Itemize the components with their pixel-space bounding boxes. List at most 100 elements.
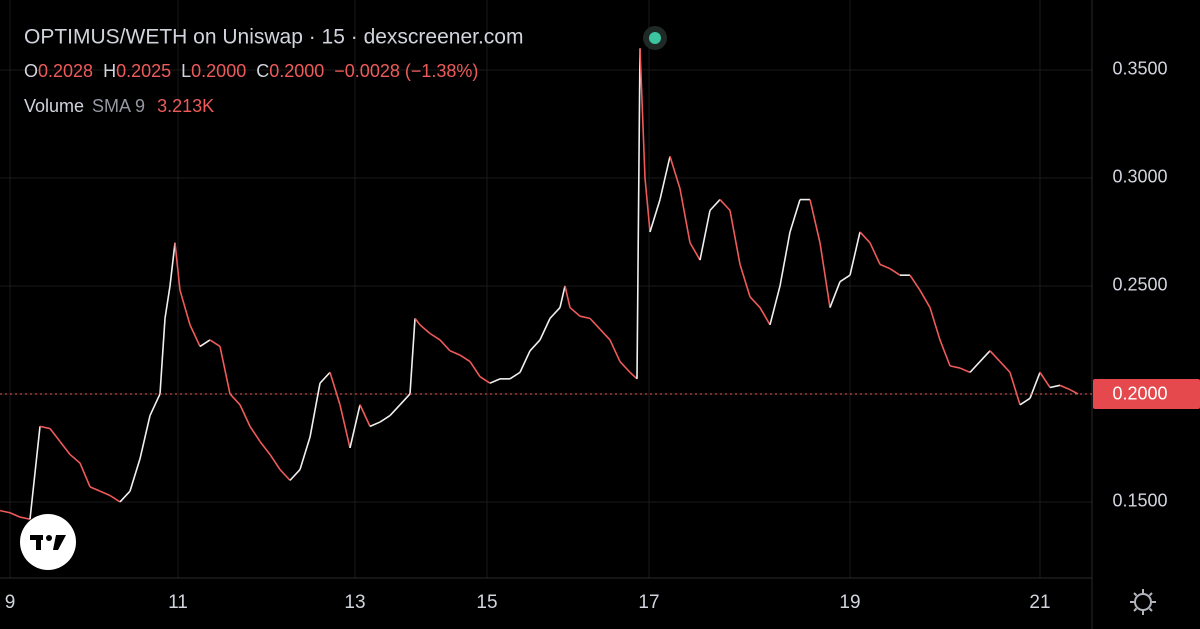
y-tick-label: 0.1500 (1112, 491, 1167, 511)
price-segment (989, 350, 1001, 363)
price-segment (69, 453, 81, 464)
price-segment (359, 404, 371, 427)
ohlc-key: H (103, 61, 116, 81)
price-segment (29, 426, 41, 520)
price-segment (39, 425, 51, 430)
price-segment (849, 231, 861, 276)
indicator-legend: Volume SMA 9 3.213K (24, 96, 214, 116)
price-segment (89, 486, 101, 492)
price-segment (929, 307, 941, 341)
price-segment (759, 307, 771, 326)
x-tick-label: 15 (476, 592, 497, 613)
price-segment (149, 393, 161, 416)
price-segment (609, 339, 621, 362)
price-segment (389, 404, 401, 417)
price-segment (164, 285, 171, 319)
price-segment (564, 285, 571, 308)
price-segment (889, 268, 901, 276)
price-segment (79, 462, 91, 488)
last-price-label: 0.2000 (1112, 384, 1167, 404)
y-tick-label: 0.2500 (1112, 275, 1167, 295)
price-segment (549, 307, 561, 319)
price-segment (409, 318, 416, 395)
price-segment (519, 350, 531, 373)
price-segment (879, 263, 891, 270)
y-tick-label: 0.3500 (1112, 59, 1167, 79)
price-segment (209, 339, 221, 348)
price-segment (979, 350, 991, 363)
price-segment (9, 512, 21, 518)
price-segment (729, 210, 741, 265)
ohlc-key: C (256, 61, 269, 81)
price-segment (0, 509, 11, 514)
ohlc-key: O (24, 61, 38, 81)
x-tick-label: 19 (839, 592, 860, 613)
price-segment (539, 318, 551, 341)
indicator-setting: SMA 9 (92, 96, 145, 116)
price-segment (829, 281, 841, 308)
price-segment (189, 324, 201, 347)
price-segment (319, 371, 331, 384)
price-segment (839, 274, 851, 283)
price-segment (809, 199, 821, 243)
price-segment (769, 285, 781, 326)
price-segment (309, 383, 321, 438)
price-segment (489, 378, 501, 384)
price-segment (449, 350, 461, 356)
price-segment (559, 285, 566, 308)
chart-title: OPTIMUS/WETH on Uniswap · 15 · dexscreen… (24, 26, 523, 49)
price-segment (789, 199, 801, 233)
price-segment (49, 428, 61, 442)
price-segment (1039, 371, 1051, 388)
price-segment (909, 274, 921, 291)
tv-logo (20, 514, 76, 570)
price-segment (969, 361, 981, 373)
price-segment (479, 376, 491, 384)
price-segment (349, 404, 361, 449)
x-tick-label: 17 (638, 592, 659, 613)
price-segment (1009, 372, 1021, 406)
price-segment (379, 414, 391, 423)
price-segment (949, 365, 961, 369)
price-segment (419, 324, 431, 335)
price-segment (99, 490, 111, 497)
price-segment (709, 199, 721, 211)
price-segment (174, 242, 181, 291)
price-segment (779, 231, 791, 287)
price-segment (859, 231, 871, 244)
price-segment (869, 242, 881, 265)
price-segment (619, 361, 631, 373)
price-segment (339, 404, 351, 449)
price-segment (569, 306, 581, 317)
price-segment (399, 393, 411, 406)
settings-icon[interactable] (1130, 589, 1156, 615)
price-segment (1059, 384, 1071, 391)
x-tick-label: 21 (1029, 592, 1050, 613)
price-segment (649, 199, 661, 233)
price-segment (199, 339, 211, 348)
price-segment (644, 177, 651, 233)
price-segment (579, 315, 591, 320)
ohlc-value: 0.2000 (191, 61, 246, 81)
change: −0.0028 (−1.38%) (334, 61, 478, 81)
x-tick-label: 11 (168, 592, 188, 613)
price-segment (119, 490, 131, 503)
price-segment (1069, 388, 1079, 395)
price-segment (259, 441, 271, 455)
price-segment (919, 289, 931, 308)
price-segment (659, 156, 671, 200)
price-segment (689, 242, 701, 261)
plot (0, 48, 1079, 521)
price-segment (429, 332, 441, 341)
indicator-name: Volume (24, 96, 84, 116)
price-segment (439, 339, 451, 352)
price-segment (819, 242, 831, 308)
price-segment (19, 516, 31, 521)
price-segment (509, 371, 521, 380)
price-segment (719, 199, 731, 211)
y-tick-label: 0.3000 (1112, 167, 1167, 187)
price-segment (169, 242, 176, 287)
price-segment (529, 339, 541, 352)
price-segment (679, 188, 691, 243)
